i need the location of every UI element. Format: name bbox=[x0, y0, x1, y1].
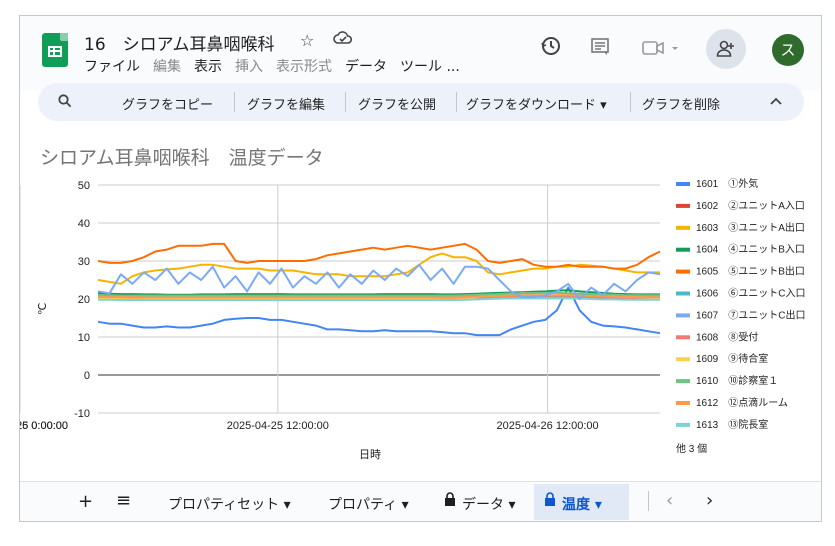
legend-entry[interactable]: 1603 ③ユニットA出口 bbox=[696, 221, 805, 234]
menu-insert[interactable]: 挿入 bbox=[235, 59, 263, 75]
app-header: 16 シロアム耳鼻咽喉科 ☆ ファイル 編集 表示 挿入 表示形式 データ ツー… bbox=[20, 16, 821, 91]
tab-divider bbox=[648, 491, 649, 511]
sheet-tab-temperature[interactable]: 温度 ▾ bbox=[534, 484, 629, 520]
download-chart-button[interactable]: グラフをダウンロード ▾ bbox=[466, 98, 607, 113]
menu-data[interactable]: データ bbox=[345, 59, 387, 75]
legend-swatch bbox=[676, 203, 690, 208]
all-sheets-menu-icon[interactable]: ≡ bbox=[116, 490, 132, 511]
sheet-tab-property-set[interactable]: プロパティセット ▾ bbox=[168, 497, 291, 513]
delete-chart-button[interactable]: グラフを削除 bbox=[642, 98, 721, 113]
legend-entry[interactable]: 1609 ⑨待合室 bbox=[696, 352, 768, 365]
series-line bbox=[97, 263, 661, 300]
share-button[interactable] bbox=[706, 29, 746, 69]
sheet-tab-bar: + ≡ プロパティセット ▾ プロパティ ▾ データ ▾ 温度 ▾ ‹ › bbox=[20, 481, 821, 521]
x-tick-label: 2025-04-26 12:00:00 bbox=[497, 420, 599, 432]
toolbar-divider bbox=[630, 92, 631, 112]
star-icon[interactable]: ☆ bbox=[300, 31, 315, 50]
menu-view[interactable]: 表示 bbox=[194, 59, 222, 75]
y-tick-label: 0 bbox=[84, 370, 90, 382]
menu-format[interactable]: 表示形式 bbox=[276, 59, 332, 75]
y-tick-label: -10 bbox=[74, 408, 90, 420]
x-axis-label: 日時 bbox=[359, 448, 381, 461]
y-tick-label: 50 bbox=[78, 180, 90, 192]
legend-swatch bbox=[676, 291, 690, 296]
legend-entry[interactable]: 1605 ⑤ユニットB出口 bbox=[696, 265, 805, 278]
lock-icon bbox=[444, 492, 456, 511]
scroll-tabs-right-button[interactable]: › bbox=[706, 490, 714, 511]
search-icon[interactable] bbox=[58, 93, 72, 108]
lock-icon bbox=[544, 492, 556, 511]
sheet-tab-data[interactable]: データ ▾ bbox=[462, 497, 516, 513]
y-tick-label: 10 bbox=[78, 332, 90, 344]
series-line bbox=[97, 286, 661, 337]
chart-series bbox=[97, 242, 661, 337]
toolbar-divider bbox=[456, 92, 457, 112]
menu-bar: ファイル 編集 表示 挿入 表示形式 データ ツール ... bbox=[84, 56, 460, 76]
sheet-tab-property[interactable]: プロパティ ▾ bbox=[328, 497, 409, 513]
x-tick-label: 2025-04-25 12:00:00 bbox=[227, 420, 329, 432]
legend-entry[interactable]: 1608 ⑧受付 bbox=[696, 330, 758, 343]
legend-more-label[interactable]: 他 3 個 bbox=[676, 442, 707, 455]
publish-chart-button[interactable]: グラフを公開 bbox=[358, 98, 437, 113]
series-line bbox=[98, 297, 660, 302]
legend-swatch bbox=[676, 225, 690, 230]
chevron-up-icon[interactable] bbox=[770, 95, 782, 109]
legend-swatch bbox=[676, 422, 690, 427]
sheet-tab-temperature-label: 温度 ▾ bbox=[562, 497, 602, 513]
legend-entry[interactable]: 1601 ①外気 bbox=[696, 177, 758, 190]
legend-swatch bbox=[676, 379, 690, 384]
x-tick-label: 2025-04-25 0:00:00 bbox=[20, 420, 68, 432]
series-line bbox=[97, 294, 660, 299]
y-axis-label: ℃ bbox=[37, 303, 49, 315]
chart-legend: 1601 ①外気 1602 ②ユニットA入口 1603 ③ユニットA出口 1604 ④… bbox=[676, 177, 805, 431]
legend-entry[interactable]: 1612 ⑫点滴ルーム bbox=[696, 396, 788, 409]
chart-title: シロアム耳鼻咽喉科 温度データ bbox=[40, 147, 324, 169]
history-icon[interactable] bbox=[540, 35, 562, 62]
legend-swatch bbox=[676, 247, 690, 252]
app-window: 16 シロアム耳鼻咽喉科 ☆ ファイル 編集 表示 挿入 表示形式 データ ツー… bbox=[19, 15, 822, 522]
legend-swatch bbox=[676, 357, 690, 362]
legend-entry[interactable]: 1606 ⑥ユニットC入口 bbox=[696, 288, 805, 300]
legend-entry[interactable]: 1610 ⑩診察室１ bbox=[696, 374, 778, 387]
copy-chart-button[interactable]: グラフをコピー bbox=[122, 98, 214, 113]
toolbar-divider bbox=[234, 92, 235, 112]
y-tick-label: 40 bbox=[78, 218, 90, 230]
cloud-saved-icon[interactable] bbox=[333, 29, 353, 51]
legend-entry[interactable]: 1604 ④ユニットB入口 bbox=[696, 244, 805, 256]
edit-chart-button[interactable]: グラフを編集 bbox=[247, 98, 326, 113]
menu-file[interactable]: ファイル bbox=[84, 59, 140, 75]
series-line bbox=[98, 291, 660, 297]
avatar[interactable]: ス bbox=[772, 34, 804, 66]
scroll-tabs-left-button[interactable]: ‹ bbox=[666, 490, 674, 511]
legend-entry[interactable]: 1602 ②ユニットA入口 bbox=[696, 200, 805, 212]
video-icon[interactable] bbox=[642, 38, 680, 62]
y-axis: 50 40 30 20 10 0 -10 bbox=[74, 180, 90, 420]
y-tick-label: 30 bbox=[78, 256, 90, 268]
y-tick-label: 20 bbox=[78, 294, 90, 306]
legend-swatch bbox=[676, 182, 690, 186]
chart-toolbar: グラフをコピー グラフを編集 グラフを公開 グラフをダウンロード ▾ グラフを削… bbox=[38, 83, 804, 121]
legend-entry[interactable]: 1607 ⑦ユニットC出口 bbox=[696, 308, 805, 321]
legend-swatch bbox=[676, 269, 690, 274]
sheets-logo-icon[interactable] bbox=[42, 33, 68, 67]
legend-swatch bbox=[676, 401, 690, 405]
menu-tools[interactable]: ツール ... bbox=[400, 59, 460, 75]
legend-swatch bbox=[676, 313, 690, 318]
legend-swatch bbox=[676, 335, 690, 340]
document-title[interactable]: 16 シロアム耳鼻咽喉科 bbox=[84, 35, 275, 55]
x-axis: 2025-04-25 0:00:00 2025-04-25 12:00:00 202… bbox=[20, 420, 599, 432]
comment-icon[interactable] bbox=[590, 37, 610, 62]
toolbar-divider bbox=[345, 92, 346, 112]
legend-entry[interactable]: 1613 ⑬院長室 bbox=[696, 418, 768, 431]
series-line bbox=[97, 242, 661, 270]
menu-edit[interactable]: 編集 bbox=[153, 59, 181, 75]
x-tick-label: 2025-04-26 0:00:00 bbox=[20, 420, 68, 432]
add-sheet-button[interactable]: + bbox=[78, 491, 94, 512]
